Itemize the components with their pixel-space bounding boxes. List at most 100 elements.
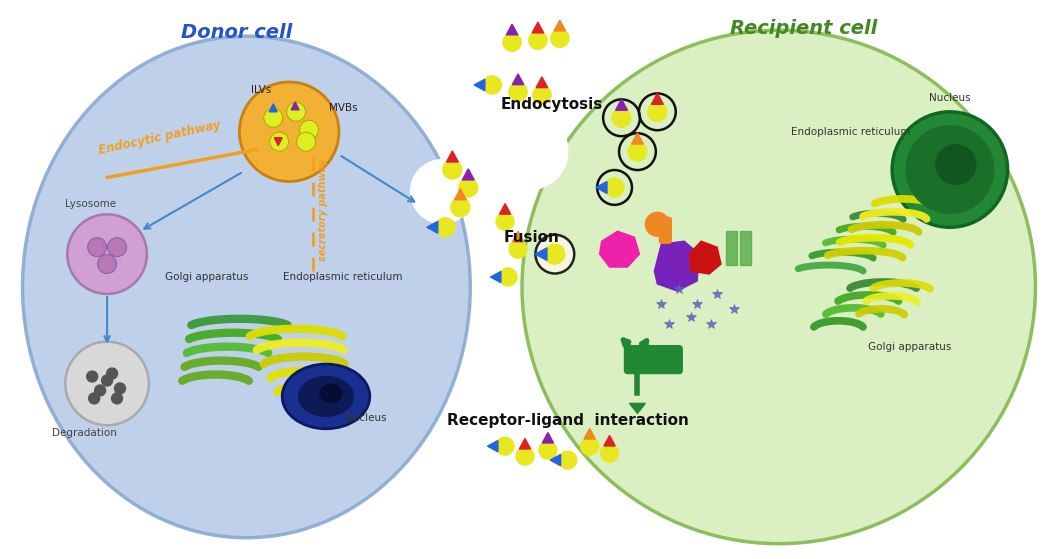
Circle shape <box>550 29 569 48</box>
Circle shape <box>605 178 624 197</box>
Circle shape <box>892 112 1008 228</box>
Polygon shape <box>630 404 646 413</box>
Ellipse shape <box>22 36 470 538</box>
Text: Degradation: Degradation <box>51 428 117 438</box>
Circle shape <box>287 102 306 121</box>
Polygon shape <box>426 221 438 233</box>
Circle shape <box>88 393 100 404</box>
Ellipse shape <box>282 364 370 429</box>
Circle shape <box>459 178 478 197</box>
Circle shape <box>94 385 106 396</box>
Circle shape <box>436 218 455 236</box>
Circle shape <box>503 33 521 51</box>
Text: Lysosome: Lysosome <box>65 200 116 210</box>
Circle shape <box>646 212 669 236</box>
Polygon shape <box>274 138 282 146</box>
Text: MVBs: MVBs <box>329 103 357 113</box>
Polygon shape <box>475 79 485 91</box>
Circle shape <box>299 120 318 139</box>
Circle shape <box>559 451 576 469</box>
Circle shape <box>499 268 517 286</box>
Text: Donor cell: Donor cell <box>181 23 292 42</box>
Circle shape <box>87 371 98 382</box>
Circle shape <box>516 447 534 465</box>
Polygon shape <box>512 231 524 242</box>
Circle shape <box>539 441 556 459</box>
Circle shape <box>545 244 565 264</box>
Text: Fusion: Fusion <box>504 230 560 245</box>
Ellipse shape <box>298 377 354 416</box>
Polygon shape <box>487 440 498 452</box>
Polygon shape <box>536 248 547 260</box>
Polygon shape <box>654 241 699 291</box>
Circle shape <box>522 30 1035 544</box>
Text: Endocytosis: Endocytosis <box>501 97 603 112</box>
Text: Recipient cell: Recipient cell <box>730 19 877 38</box>
Polygon shape <box>550 454 561 466</box>
Polygon shape <box>631 133 644 144</box>
Polygon shape <box>490 271 501 283</box>
Circle shape <box>65 342 149 425</box>
Circle shape <box>98 254 117 273</box>
Circle shape <box>67 214 147 294</box>
Circle shape <box>497 437 514 455</box>
Circle shape <box>536 235 574 273</box>
Circle shape <box>297 132 316 151</box>
Circle shape <box>581 437 598 455</box>
Circle shape <box>411 160 475 223</box>
Polygon shape <box>554 20 566 31</box>
Circle shape <box>450 198 469 217</box>
Polygon shape <box>542 433 553 443</box>
Polygon shape <box>584 429 595 439</box>
Circle shape <box>107 238 126 257</box>
FancyBboxPatch shape <box>726 231 737 265</box>
Circle shape <box>936 145 975 184</box>
FancyBboxPatch shape <box>659 217 671 243</box>
Polygon shape <box>651 93 664 105</box>
Circle shape <box>443 160 462 179</box>
Polygon shape <box>537 77 548 88</box>
Polygon shape <box>520 438 530 449</box>
Circle shape <box>509 83 527 101</box>
Text: Receptor-ligand  interaction: Receptor-ligand interaction <box>447 413 689 428</box>
Text: Nucleus: Nucleus <box>929 93 970 103</box>
Polygon shape <box>455 189 466 200</box>
FancyBboxPatch shape <box>740 231 751 265</box>
Polygon shape <box>600 231 639 267</box>
Text: ILVs: ILVs <box>251 85 272 95</box>
Circle shape <box>483 76 501 94</box>
Circle shape <box>107 368 118 379</box>
Polygon shape <box>269 104 277 112</box>
Wedge shape <box>492 114 567 164</box>
Circle shape <box>628 142 647 161</box>
Polygon shape <box>615 99 628 110</box>
Polygon shape <box>500 203 510 214</box>
Text: Endoplasmic reticulum: Endoplasmic reticulum <box>791 127 910 137</box>
Circle shape <box>509 240 527 258</box>
Polygon shape <box>689 241 721 274</box>
Polygon shape <box>446 151 458 162</box>
Circle shape <box>114 383 126 394</box>
Polygon shape <box>532 22 544 33</box>
Polygon shape <box>506 24 518 35</box>
Circle shape <box>529 31 547 49</box>
Polygon shape <box>604 435 615 446</box>
Ellipse shape <box>320 385 342 402</box>
Circle shape <box>239 82 339 182</box>
Text: Golgi apparatus: Golgi apparatus <box>165 272 248 282</box>
Polygon shape <box>596 182 607 193</box>
Polygon shape <box>462 169 475 180</box>
Circle shape <box>492 114 568 190</box>
Circle shape <box>601 444 618 462</box>
Wedge shape <box>418 191 475 223</box>
Text: Endocytic pathway: Endocytic pathway <box>98 119 222 157</box>
Polygon shape <box>291 102 299 110</box>
Circle shape <box>648 102 667 121</box>
FancyBboxPatch shape <box>625 345 682 373</box>
Circle shape <box>532 86 551 104</box>
Polygon shape <box>512 74 524 84</box>
Text: secretory pathway: secretory pathway <box>318 158 328 260</box>
Circle shape <box>264 108 282 127</box>
Text: Nucleus: Nucleus <box>345 413 386 423</box>
Circle shape <box>111 393 123 404</box>
